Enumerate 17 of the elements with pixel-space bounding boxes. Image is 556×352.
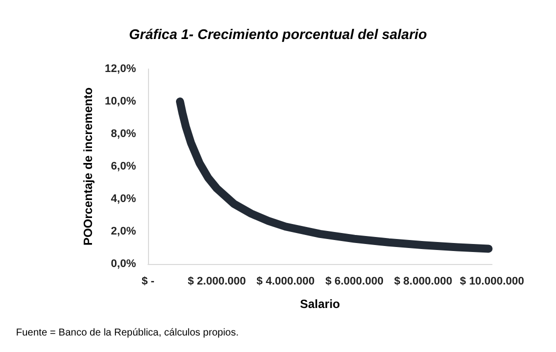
y-tick-label: 8,0%	[110, 128, 136, 140]
x-tick-label: $ 10.000.000	[460, 276, 524, 288]
y-tick-label: 12,0%	[104, 63, 136, 75]
y-tick-label: 4,0%	[110, 193, 136, 205]
x-tick-label: $ 6.000.000	[325, 276, 384, 288]
y-axis-title: POOrcentaje de incremento	[80, 87, 95, 246]
y-tick-label: 10,0%	[104, 96, 136, 108]
chart-title: Gráfica 1- Crecimiento porcentual del salario	[129, 26, 428, 42]
y-tick-label: 6,0%	[110, 160, 136, 172]
y-tick-label: 0,0%	[110, 258, 136, 270]
x-tick-label: $ 8.000.000	[394, 276, 452, 288]
x-tick-label: $ 2.000.000	[188, 276, 246, 288]
source-note: Fuente = Banco de la República, cálculos propios.	[16, 328, 239, 338]
x-axis-title: Salario	[300, 297, 340, 311]
x-tick-label: $ 4.000.000	[256, 276, 315, 288]
y-tick-label: 2,0%	[110, 226, 136, 238]
x-tick-label: $ -	[142, 276, 155, 288]
